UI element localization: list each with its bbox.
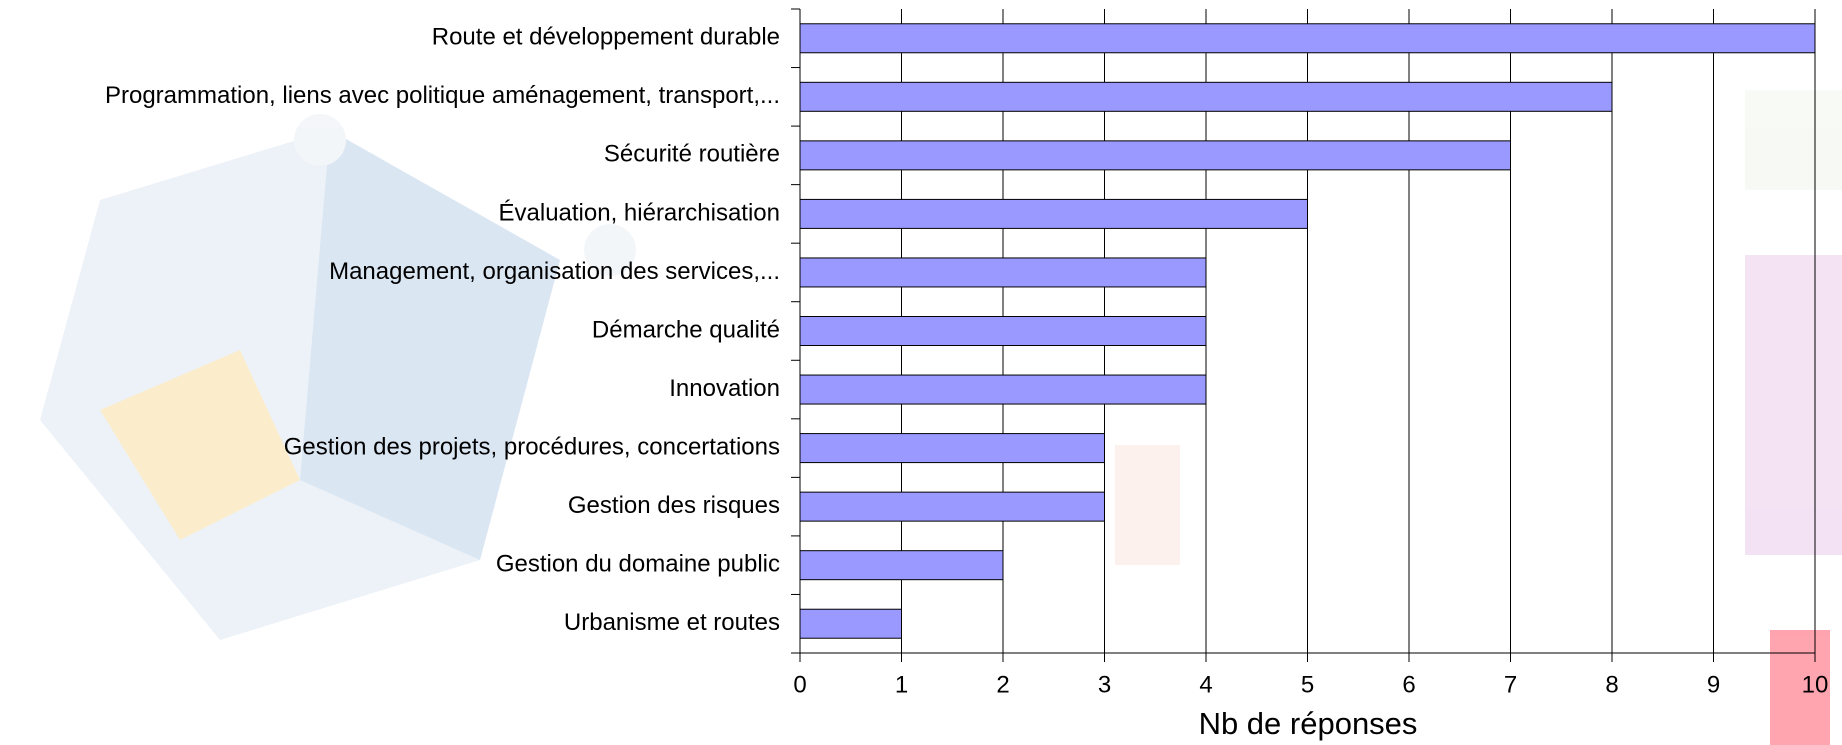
- y-tick-label: Innovation: [669, 375, 780, 402]
- bar: [800, 258, 1206, 287]
- y-tick-label: Évaluation, hiérarchisation: [499, 199, 781, 226]
- y-tick-label: Démarche qualité: [592, 316, 780, 343]
- x-tick-label: 4: [1199, 671, 1212, 698]
- x-tick-label: 3: [1098, 671, 1111, 698]
- y-tick-label: Programmation, liens avec politique amén…: [105, 82, 780, 109]
- x-tick-label: 8: [1605, 671, 1618, 698]
- x-tick-label: 1: [895, 671, 908, 698]
- bar: [800, 141, 1511, 170]
- x-tick-label: 0: [793, 671, 806, 698]
- bar: [800, 434, 1105, 463]
- chart: Nb de réponses 0 1 2 3 4 5 6 7 8 9 10 Route et déve…: [0, 0, 1842, 745]
- background-decoration: [40, 90, 1842, 745]
- y-tick-label: Gestion des risques: [568, 492, 780, 519]
- y-tick-label: Urbanisme et routes: [564, 609, 780, 636]
- y-tick-label: Gestion des projets, procédures, concert…: [284, 433, 780, 460]
- y-tick-label: Management, organisation des services,..…: [329, 258, 780, 285]
- y-tick-label: Gestion du domaine public: [496, 551, 780, 578]
- bar: [800, 199, 1308, 228]
- x-tick-label: 9: [1707, 671, 1720, 698]
- x-tick-label: 10: [1802, 671, 1829, 698]
- bar: [800, 24, 1815, 53]
- x-axis-title: Nb de réponses: [1199, 706, 1418, 741]
- bar: [800, 551, 1003, 580]
- x-tick-label: 7: [1504, 671, 1517, 698]
- bar: [800, 82, 1612, 111]
- x-tick-label: 2: [996, 671, 1009, 698]
- y-tick-label: Sécurité routière: [604, 141, 780, 168]
- bar: [800, 317, 1206, 346]
- bar: [800, 609, 902, 638]
- x-tick-label: 6: [1402, 671, 1415, 698]
- bar: [800, 375, 1206, 404]
- y-tick-label: Route et développement durable: [432, 24, 780, 51]
- x-tick-label: 5: [1301, 671, 1314, 698]
- bar: [800, 492, 1105, 521]
